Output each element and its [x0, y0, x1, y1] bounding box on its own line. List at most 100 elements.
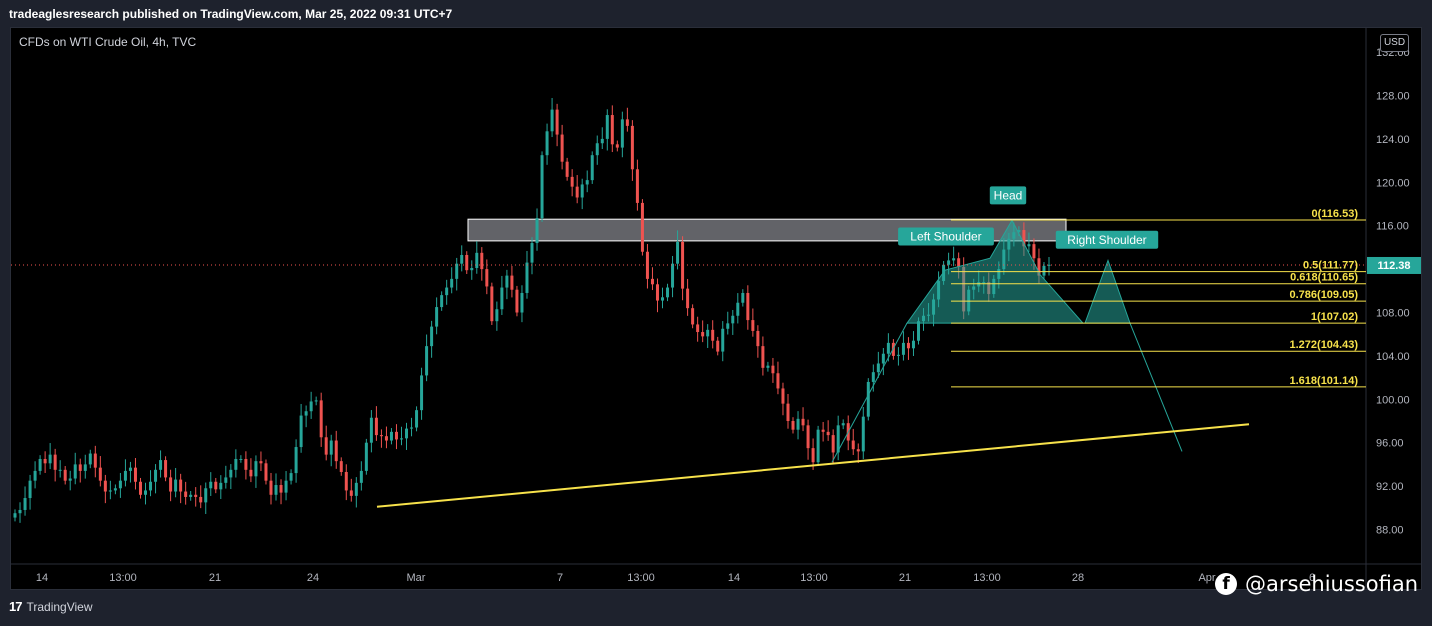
candle-body [666, 287, 670, 298]
candle-body [550, 109, 554, 132]
candle-body [686, 288, 690, 309]
candle-body [189, 494, 193, 497]
tradingview-logo[interactable]: 17 TradingView [9, 599, 93, 614]
fib-level-label: 1(107.02) [1311, 311, 1358, 323]
candle-body [344, 471, 348, 491]
candle-body [108, 490, 112, 492]
candle-body [530, 243, 534, 263]
candle-body [691, 308, 695, 325]
annotation-label: Right Shoulder [1067, 233, 1146, 247]
candle-body [560, 134, 564, 162]
candle-body [349, 490, 353, 496]
candle-body [565, 161, 569, 177]
candle-body [535, 218, 539, 244]
candlesticks [13, 97, 1051, 523]
candle-body [776, 373, 780, 389]
x-tick-label: 14 [36, 572, 48, 584]
candle-body [876, 363, 880, 373]
candle-body [741, 292, 745, 303]
candle-body [420, 375, 424, 411]
candle-body [911, 340, 915, 349]
candle-body [269, 480, 273, 495]
candle-body [841, 423, 845, 426]
candle-body [661, 297, 665, 301]
chart-frame[interactable] [10, 27, 1422, 590]
candle-body [374, 417, 378, 436]
y-tick-label: 96.00 [1376, 438, 1404, 450]
candle-body [952, 258, 956, 261]
candle-body [771, 365, 775, 374]
candle-body [289, 473, 293, 481]
candle-body [947, 260, 951, 265]
candle-body [460, 254, 464, 264]
currency-badge[interactable]: USD [1380, 34, 1409, 52]
candle-body [625, 119, 629, 126]
candle-body [470, 268, 474, 271]
candle-body [294, 447, 298, 474]
candle-body [214, 481, 218, 490]
tradingview-logo-icon: 17 [9, 599, 23, 614]
candle-body [806, 425, 810, 449]
candle-body [440, 295, 444, 308]
candle-body [881, 353, 885, 364]
x-tick-label: 24 [307, 572, 319, 584]
annotation-callout [1055, 230, 1159, 249]
candle-body [299, 415, 303, 448]
candle-body [957, 258, 961, 267]
candle-body [575, 186, 579, 198]
x-tick-label: 13:00 [973, 572, 1001, 584]
candle-body [701, 332, 705, 337]
candle-body [194, 494, 198, 497]
candle-body [1032, 244, 1036, 259]
fib-level-label: 0(116.53) [1312, 208, 1359, 220]
candle-body [279, 485, 283, 493]
candle-body [93, 453, 97, 468]
candle-body [711, 329, 715, 341]
annotation-label: Head [994, 188, 1023, 202]
candle-body [425, 346, 429, 376]
candle-body [455, 263, 459, 279]
candle-body [510, 275, 514, 290]
y-tick-label: 92.00 [1376, 481, 1404, 493]
candle-body [334, 440, 338, 462]
candle-body [169, 477, 173, 492]
candle-body [545, 131, 549, 156]
x-tick-label: 14 [728, 572, 740, 584]
fib-level-label: 0.786(109.05) [1290, 289, 1359, 301]
candle-body [1042, 265, 1046, 276]
author-watermark: f @arsehiussofian [1215, 572, 1418, 596]
candle-body [580, 184, 584, 198]
candle-body [896, 354, 900, 356]
candle-body [500, 287, 504, 310]
candle-body [128, 467, 132, 471]
candle-body [721, 328, 725, 352]
candle-body [359, 470, 363, 483]
candle-body [731, 315, 735, 324]
candle-body [445, 287, 449, 296]
candle-body [138, 481, 142, 495]
candle-body [590, 155, 594, 181]
candle-body [78, 464, 82, 471]
candle-body [761, 346, 765, 368]
annotation-label: Left Shoulder [910, 230, 981, 244]
candle-body [901, 342, 905, 355]
candle-body [68, 478, 72, 481]
candle-body [259, 461, 263, 464]
candle-body [836, 425, 840, 453]
candle-body [791, 421, 795, 430]
candle-body [655, 284, 659, 301]
candle-body [635, 169, 639, 203]
candle-body [490, 286, 494, 322]
candle-body [410, 427, 414, 429]
x-tick-label: 21 [209, 572, 221, 584]
publish-header-text: tradeaglesresearch published on TradingV… [9, 7, 453, 21]
candle-body [63, 469, 67, 481]
candle-body [113, 488, 117, 491]
candle-body [244, 458, 248, 470]
y-tick-label: 104.00 [1376, 351, 1410, 363]
y-tick-label: 124.00 [1376, 134, 1410, 146]
candle-body [871, 372, 875, 382]
candle-body [339, 461, 343, 472]
y-tick-label: 120.00 [1376, 177, 1410, 189]
